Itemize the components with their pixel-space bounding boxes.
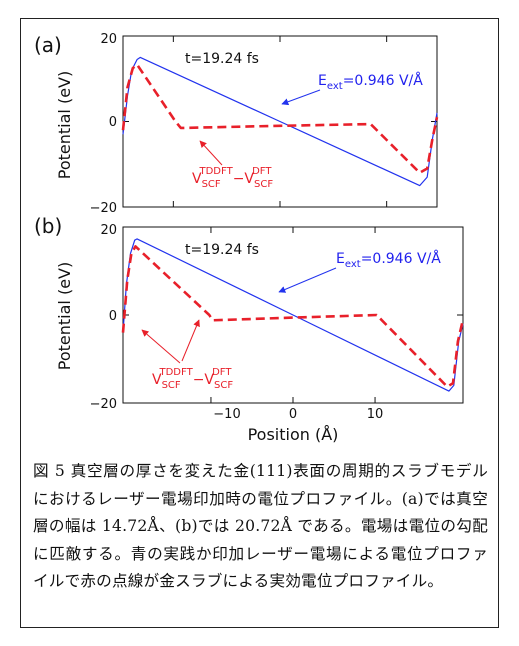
panel-a-ylabel: Potential (eV) — [55, 71, 74, 179]
panel-a-ytick-neg20: −20 — [90, 201, 117, 216]
panel-b-time-label: t=19.24 fs — [185, 242, 259, 258]
panel-b-xtick-0: 0 — [289, 407, 297, 422]
panel-b-scf-arrow-left — [141, 329, 181, 364]
panel-b-field-label: Eext=0.946 V/Å — [336, 250, 441, 270]
panel-a-series-scf-difference — [121, 63, 439, 175]
panel-a-time-label: t=19.24 fs — [185, 51, 259, 67]
panel-b-field-arrow — [278, 267, 337, 293]
panel-a-label: (a) — [34, 33, 62, 57]
panel-b-series — [121, 238, 465, 392]
figure-caption: 図 5 真空層の厚さを変えた金(111)表面の周期的スラブモデルにおけるレーザー… — [33, 462, 488, 591]
panel-b-chart: (b) Potential (eV) 20 0 −20 −10 0 10 Pos… — [34, 214, 465, 444]
panel-b-label: (b) — [34, 214, 62, 238]
panel-b-ylabel: Potential (eV) — [55, 262, 74, 370]
panel-a-ytick-0: 0 — [109, 115, 117, 130]
figure-frame — [20, 18, 499, 628]
panel-b-xlabel: Position (Å) — [248, 425, 339, 444]
panel-a-scf-label: VSCFTDDFT−VSCFDFT — [192, 166, 273, 190]
panel-a-series — [121, 56, 439, 187]
panel-a-chart: (a) Potential (eV) 20 0 −20 t=19.24 fs E… — [34, 32, 439, 216]
panel-b-ytick-0: 0 — [109, 309, 117, 324]
panel-b-scf-label: VSCFTDDFT−VSCFDFT — [152, 367, 233, 391]
panel-b-scf-arrow-right — [181, 319, 200, 362]
panel-b-xtick-neg10: −10 — [213, 407, 240, 422]
panel-a-ytick-20: 20 — [100, 32, 117, 47]
panel-b-series-scf-difference — [121, 245, 465, 389]
panel-b-ytick-neg20: −20 — [90, 397, 117, 412]
panel-a-scf-arrow — [199, 140, 223, 166]
panel-b-ytick-20: 20 — [100, 223, 117, 238]
panel-b-xtick-10: 10 — [367, 407, 384, 422]
panel-a-field-label: Eext=0.946 V/Å — [318, 72, 423, 92]
panel-a-field-arrow — [281, 89, 321, 106]
panel-b-ticks — [123, 226, 463, 404]
